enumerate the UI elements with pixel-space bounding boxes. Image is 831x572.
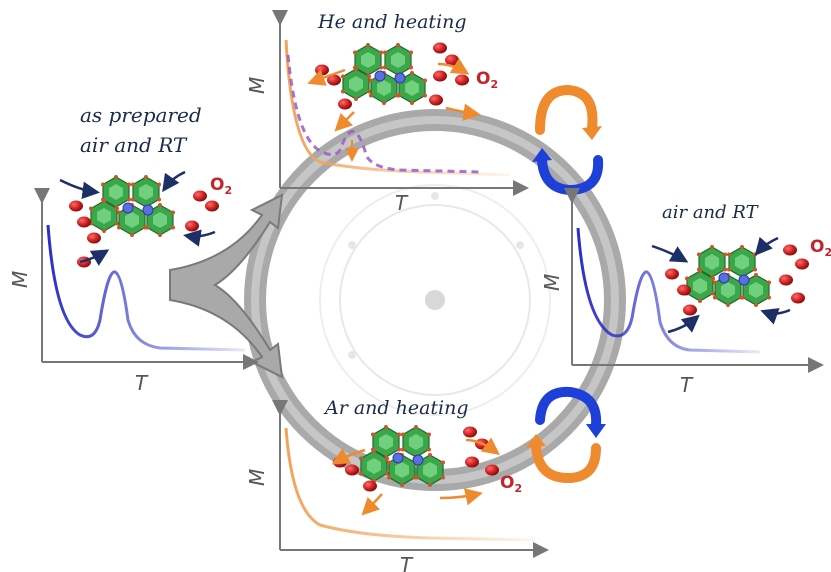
x-axis-label-4: T [400, 553, 414, 572]
molecule-cluster-icon [685, 245, 771, 307]
x-axis-label-1: T [135, 371, 149, 395]
magnetization-curve-2-purple [286, 54, 481, 174]
o2-molecule-icon [87, 232, 101, 244]
o2-molecule-icon [429, 94, 443, 106]
o2-molecule-icon [485, 464, 499, 476]
o2-molecule-icon [77, 216, 91, 228]
panel-as-prepared: as prepared air and RT M T O2 [8, 103, 259, 395]
panel-he-heating: He and heating M T O2 [245, 10, 529, 215]
y-axis-label-2: M [245, 77, 269, 94]
x-axis-label-2: T [395, 191, 409, 215]
o2-molecule-icon [315, 64, 329, 76]
magnetization-curve-4 [284, 427, 536, 542]
molecule-cluster-icon [341, 43, 427, 105]
o2-molecule-icon [465, 456, 479, 468]
magnetization-curve-1 [46, 224, 246, 352]
o2-molecule-icon [791, 292, 805, 304]
as-prepared-label-line2: air and RT [80, 133, 188, 157]
y-axis-label-3: M [540, 274, 564, 291]
o2-molecule-icon [345, 464, 359, 476]
o2-molecule-icon [683, 304, 697, 316]
o2-molecule-icon [665, 268, 679, 280]
o2-label-1: O2 [210, 175, 232, 197]
o2-label-4: O2 [500, 473, 522, 495]
molecule-cluster-icon [359, 425, 445, 487]
reversible-cycle-arrow-icon [526, 386, 606, 484]
as-prepared-label-line1: as prepared [80, 103, 202, 127]
magnetization-curve-3 [576, 227, 761, 354]
o2-molecule-icon [433, 42, 447, 54]
o2-molecule-icon [205, 200, 219, 212]
o2-molecule-icon [677, 284, 691, 296]
o2-molecule-icon [433, 70, 447, 82]
o2-molecule-icon [69, 200, 83, 212]
y-axis-label-1: M [8, 271, 32, 288]
air-rt-label: air and RT [662, 202, 760, 223]
o2-molecule-icon [779, 274, 793, 286]
o2-label-2: O2 [476, 69, 498, 91]
o2-molecule-icon [185, 220, 199, 232]
ar-heating-label: Ar and heating [323, 397, 469, 419]
o2-molecule-icon [463, 426, 477, 438]
panel-air-rt: air and RT M T O2 [540, 188, 831, 397]
o2-molecule-icon [338, 98, 352, 110]
o2-molecule-icon [455, 74, 469, 86]
panel-ar-heating: Ar and heating M T O2 [245, 397, 549, 572]
o2-molecule-icon [783, 244, 797, 256]
he-heating-label: He and heating [317, 11, 467, 33]
o2-molecule-icon [363, 480, 377, 492]
o2-molecule-icon [193, 190, 207, 202]
x-axis-label-3: T [680, 373, 694, 397]
o2-label-3: O2 [810, 237, 831, 259]
molecule-cluster-icon [89, 175, 175, 237]
y-axis-label-4: M [245, 469, 269, 486]
o2-molecule-icon [795, 258, 809, 270]
three-way-arrow-icon [169, 193, 284, 379]
